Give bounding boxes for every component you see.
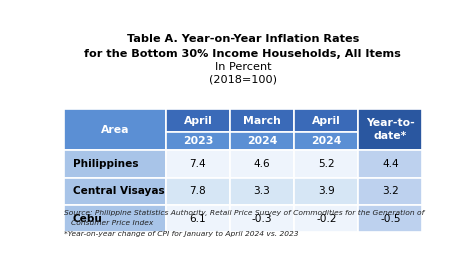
Text: 4.4: 4.4 bbox=[382, 159, 399, 169]
Bar bbox=[358, 150, 422, 178]
Text: 4.6: 4.6 bbox=[254, 159, 271, 169]
Text: In Percent: In Percent bbox=[215, 62, 271, 72]
Text: Philippines: Philippines bbox=[73, 159, 138, 169]
Text: 2024: 2024 bbox=[247, 137, 277, 146]
Text: March: March bbox=[243, 116, 281, 126]
Bar bbox=[230, 205, 294, 232]
Text: Consumer Price Index: Consumer Price Index bbox=[71, 220, 154, 226]
Text: Area: Area bbox=[100, 125, 129, 135]
Bar bbox=[294, 205, 358, 232]
Text: for the Bottom 30% Income Households, All Items: for the Bottom 30% Income Households, Al… bbox=[84, 49, 401, 59]
Bar bbox=[294, 178, 358, 205]
Text: 2024: 2024 bbox=[311, 137, 341, 146]
Bar bbox=[294, 109, 358, 132]
Bar bbox=[294, 150, 358, 178]
Text: *Year-on-year change of CPI for January to April 2024 vs. 2023: *Year-on-year change of CPI for January … bbox=[64, 231, 298, 237]
Bar bbox=[64, 109, 166, 150]
Bar bbox=[358, 205, 422, 232]
Text: 3.3: 3.3 bbox=[254, 186, 271, 196]
Bar bbox=[294, 132, 358, 150]
Bar bbox=[64, 205, 166, 232]
Text: 3.2: 3.2 bbox=[382, 186, 399, 196]
Text: Source: Philippine Statistics Authority, Retail Price Survey of Commodities for : Source: Philippine Statistics Authority,… bbox=[64, 210, 424, 216]
Text: 2023: 2023 bbox=[183, 137, 213, 146]
Bar bbox=[166, 109, 230, 132]
Text: (2018=100): (2018=100) bbox=[209, 74, 277, 84]
Bar bbox=[166, 150, 230, 178]
Text: April: April bbox=[312, 116, 341, 126]
Bar bbox=[166, 132, 230, 150]
Bar bbox=[64, 150, 166, 178]
Text: -0.2: -0.2 bbox=[316, 214, 337, 223]
Text: Year-to-
date*: Year-to- date* bbox=[366, 118, 415, 141]
Bar bbox=[230, 109, 294, 132]
Bar bbox=[358, 178, 422, 205]
Bar bbox=[166, 205, 230, 232]
Bar bbox=[64, 178, 166, 205]
Text: 7.4: 7.4 bbox=[190, 159, 206, 169]
Text: Central Visayas: Central Visayas bbox=[73, 186, 164, 196]
Text: April: April bbox=[183, 116, 212, 126]
Text: 6.1: 6.1 bbox=[190, 214, 206, 223]
Text: 7.8: 7.8 bbox=[190, 186, 206, 196]
Text: -0.5: -0.5 bbox=[380, 214, 401, 223]
Bar bbox=[166, 178, 230, 205]
Bar bbox=[230, 132, 294, 150]
Text: Table A. Year-on-Year Inflation Rates: Table A. Year-on-Year Inflation Rates bbox=[127, 35, 359, 45]
Bar bbox=[230, 150, 294, 178]
Text: 3.9: 3.9 bbox=[318, 186, 335, 196]
Bar bbox=[230, 178, 294, 205]
Text: 5.2: 5.2 bbox=[318, 159, 335, 169]
Text: -0.3: -0.3 bbox=[252, 214, 273, 223]
Bar bbox=[358, 109, 422, 150]
Text: Cebu: Cebu bbox=[73, 214, 103, 223]
